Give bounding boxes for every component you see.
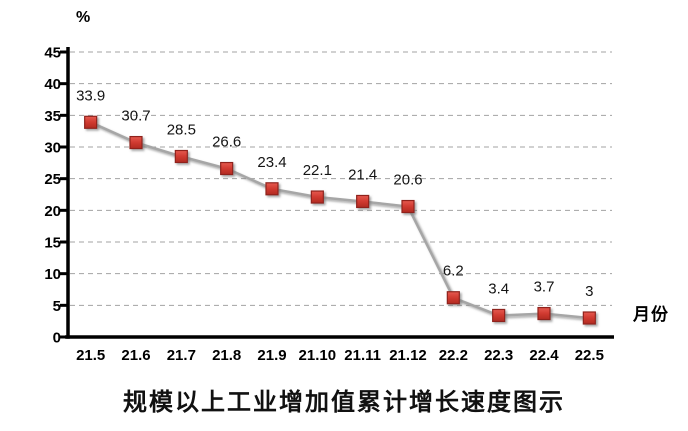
data-point-marker [84, 115, 98, 129]
data-label: 22.1 [303, 162, 332, 179]
data-point-marker [310, 190, 324, 204]
x-axis-tick-label: 21.6 [121, 347, 150, 364]
x-axis-tick-label: 21.7 [167, 347, 196, 364]
data-point-marker [582, 311, 596, 325]
x-axis-tick-label: 21.8 [212, 347, 241, 364]
x-axis-tick-label: 22.3 [484, 347, 513, 364]
y-axis-tick-label: 0 [53, 330, 61, 347]
y-axis-unit-label: % [76, 9, 91, 26]
data-point-marker [356, 194, 370, 209]
y-axis-tick-label: 40 [44, 76, 61, 93]
x-axis-tick-label: 21.10 [299, 347, 337, 364]
x-axis-tick-label: 22.2 [439, 347, 468, 364]
series-line [90, 121, 590, 320]
y-axis-tick-label: 35 [44, 108, 61, 125]
x-axis-tick-label: 22.4 [529, 347, 559, 364]
x-axis-tick-label: 21.12 [389, 347, 427, 364]
y-axis-tick-label: 25 [44, 171, 61, 188]
x-axis-tick-label: 21.9 [257, 347, 286, 364]
data-label: 28.5 [167, 122, 196, 139]
x-axis-tick-label: 22.5 [575, 347, 604, 364]
y-axis-tick-label: 5 [53, 298, 61, 315]
data-point-marker [129, 135, 143, 150]
data-point-marker [265, 182, 279, 196]
data-label: 33.9 [76, 87, 105, 104]
y-axis-tick-label: 10 [44, 266, 61, 283]
y-axis-tick-label: 45 [44, 45, 61, 62]
data-label: 3.7 [534, 279, 555, 296]
data-point-marker [401, 199, 415, 214]
x-axis-tick-label: 21.11 [344, 347, 381, 364]
data-label: 21.4 [348, 166, 377, 183]
data-point-marker [492, 308, 506, 323]
chart-title: 规模以上工业增加值累计增长速度图示 [123, 390, 565, 416]
data-point-marker [220, 161, 234, 176]
data-label: 26.6 [212, 134, 241, 151]
data-label: 30.7 [121, 108, 150, 125]
data-label: 3.4 [488, 280, 509, 297]
data-label: 20.6 [393, 172, 422, 189]
y-axis-tick-label: 15 [44, 235, 61, 252]
data-label: 3 [585, 283, 593, 300]
x-axis-unit-label: 月份 [633, 305, 669, 324]
y-axis-tick-label: 30 [44, 140, 61, 157]
data-point-marker [446, 291, 460, 305]
data-point-marker [537, 306, 551, 321]
data-label: 6.2 [443, 263, 464, 280]
x-axis-tick-label: 21.5 [76, 347, 105, 364]
y-axis-tick-label: 20 [44, 203, 61, 220]
data-label: 23.4 [257, 154, 286, 171]
data-point-marker [174, 149, 188, 164]
